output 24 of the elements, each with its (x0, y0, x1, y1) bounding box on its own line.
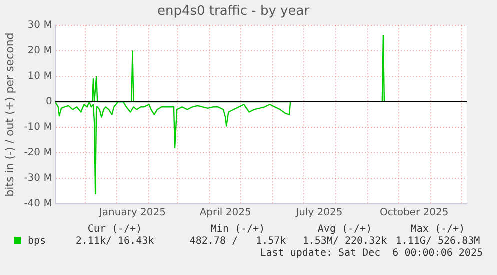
y-tick-label: 20 M (28, 46, 52, 57)
text: Avg (-/+) (318, 224, 372, 235)
text: Min (-/+) (210, 224, 266, 235)
text: 2.11k/ 16.43k (76, 236, 154, 247)
x-tick-label: October 2025 (380, 208, 449, 219)
x-tick-label: July 2025 (295, 208, 343, 219)
text: Max (-/+) (410, 224, 466, 235)
text: Cur (-/+) (88, 224, 142, 235)
text: Last update: Sat Dec 6 00:00:06 2025 (260, 248, 483, 259)
text: 482.78 / 1.57k (190, 236, 286, 247)
y-tick-label: -10 M (24, 122, 52, 134)
y-tick-label: -30 M (24, 173, 52, 184)
y-axis-title: bits in (-) / out (+) per second (3, 32, 16, 197)
y-tick-label: 30 M (28, 20, 52, 32)
text: 1.11G/ 526.83M (396, 236, 480, 247)
y-tick-label: 10 M (28, 71, 52, 82)
y-tick-label: -20 M (24, 148, 52, 159)
chart-title: enp4s0 traffic - by year (157, 4, 310, 20)
y-tick-label: 0 (46, 96, 52, 108)
y-tick-label: -40 M (24, 198, 52, 210)
x-tick-label: January 2025 (98, 208, 166, 219)
legend-label: bps (27, 236, 46, 247)
text: 1.53M/ 220.32k (302, 236, 388, 247)
x-tick-label: April 2025 (200, 208, 252, 219)
